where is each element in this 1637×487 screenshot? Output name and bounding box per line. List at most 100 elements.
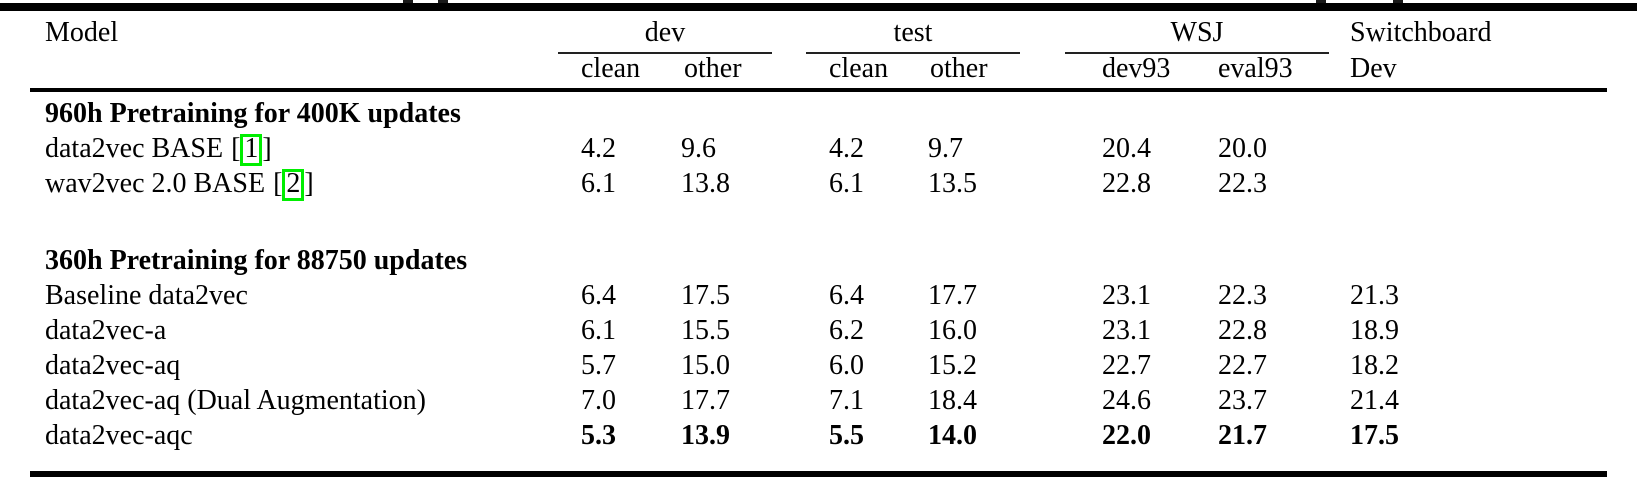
- metric-value-cell: 15.2: [928, 350, 977, 381]
- metric-value-cell: 6.4: [829, 280, 864, 311]
- section-title: 960h Pretraining for 400K updates: [45, 98, 461, 129]
- metric-value-cell: 6.1: [581, 315, 616, 346]
- cmidrule-test: [806, 52, 1020, 54]
- subheader-wsj-dev93: dev93: [1102, 53, 1171, 84]
- table-row: data2vec-a 6.1 15.5 6.2 16.0 23.1 22.8 1…: [45, 313, 1607, 348]
- metric-value-cell: 14.0: [928, 420, 977, 451]
- citation-link[interactable]: 1: [240, 134, 263, 166]
- clipped-caption-fragment: [438, 0, 448, 4]
- model-name-cell: wav2vec 2.0 BASE[2]: [45, 166, 581, 201]
- metric-value-cell: 16.0: [928, 315, 977, 346]
- clipped-caption-fragment: [403, 0, 413, 4]
- metric-value-cell: 18.9: [1350, 315, 1399, 346]
- table-header-rule: [30, 88, 1607, 92]
- table-bottom-rule: [30, 471, 1607, 477]
- table-row: Baseline data2vec 6.4 17.5 6.4 17.7 23.1…: [45, 278, 1607, 313]
- metric-value-cell: 5.7: [581, 350, 616, 381]
- metric-value-cell: 13.8: [681, 168, 730, 199]
- subheader-test-clean: clean: [829, 53, 889, 84]
- metric-value-cell: 20.0: [1218, 133, 1267, 164]
- metric-value-cell: 22.8: [1218, 315, 1267, 346]
- metric-value-cell: 22.0: [1102, 420, 1151, 451]
- metric-value-cell: 6.2: [829, 315, 864, 346]
- results-table: 960h Pretraining for 400K updates data2v…: [45, 96, 1607, 453]
- metric-value-cell: 15.5: [681, 315, 730, 346]
- subheader-dev-clean: clean: [581, 53, 641, 84]
- metric-value-cell: 21.7: [1218, 420, 1267, 451]
- metric-value-cell: [1350, 131, 1607, 166]
- clipped-caption-fragment: [1316, 0, 1326, 4]
- metric-value-cell: 18.4: [928, 385, 977, 416]
- subheader-wsj-eval93: eval93: [1218, 53, 1293, 84]
- metric-value-cell: 4.2: [581, 133, 616, 164]
- table-top-rule: [0, 3, 1637, 11]
- metric-value-cell: 6.1: [581, 168, 616, 199]
- model-name-cell: data2vec-a: [45, 315, 167, 346]
- column-header-model: Model: [45, 17, 119, 48]
- metric-value-cell: 18.2: [1350, 350, 1399, 381]
- metric-value-cell: 22.3: [1218, 168, 1267, 199]
- metric-value-cell: 15.0: [681, 350, 730, 381]
- metric-value-cell: 9.6: [681, 133, 716, 164]
- section-title: 360h Pretraining for 88750 updates: [45, 245, 468, 276]
- citation-bracket-open: [: [273, 168, 283, 199]
- column-group-dev: dev: [644, 17, 686, 48]
- model-name-cell: data2vec-aq (Dual Augmentation): [45, 385, 426, 416]
- metric-value-cell: 17.7: [681, 385, 730, 416]
- section-header-row: 360h Pretraining for 88750 updates: [45, 243, 1607, 278]
- metric-value-cell: 9.7: [928, 133, 963, 164]
- metric-value-cell: 7.0: [581, 385, 616, 416]
- metric-value-cell: 22.7: [1218, 350, 1267, 381]
- table-row: wav2vec 2.0 BASE[2] 6.1 13.8 6.1 13.5 22…: [45, 166, 1607, 201]
- citation-bracket-close: ]: [262, 133, 272, 164]
- model-name-cell: data2vec-aq: [45, 350, 181, 381]
- subheader-dev-other: other: [684, 53, 742, 84]
- metric-value-cell: 23.1: [1102, 280, 1151, 311]
- metric-value-cell: 5.3: [581, 420, 616, 451]
- metric-value-cell: 23.7: [1218, 385, 1267, 416]
- column-group-wsj: WSJ: [1170, 17, 1224, 48]
- metric-value-cell: [1350, 166, 1607, 201]
- metric-value-cell: 6.0: [829, 350, 864, 381]
- subheader-swb-dev: Dev: [1350, 53, 1397, 84]
- model-name-cell: Baseline data2vec: [45, 280, 248, 311]
- metric-value-cell: 13.9: [681, 420, 730, 451]
- metric-value-cell: 17.7: [928, 280, 977, 311]
- metric-value-cell: 21.4: [1350, 385, 1399, 416]
- metric-value-cell: 6.4: [581, 280, 616, 311]
- cmidrule-wsj: [1065, 52, 1329, 54]
- metric-value-cell: 5.5: [829, 420, 864, 451]
- model-name: data2vec BASE: [45, 133, 224, 164]
- metric-value-cell: 21.3: [1350, 280, 1399, 311]
- model-name-cell: data2vec BASE[1]: [45, 131, 581, 166]
- clipped-caption-fragment: [1393, 0, 1403, 4]
- metric-value-cell: 22.7: [1102, 350, 1151, 381]
- subheader-test-other: other: [930, 53, 988, 84]
- citation-bracket-close: ]: [304, 168, 314, 199]
- citation-bracket-open: [: [231, 133, 241, 164]
- metric-value-cell: 24.6: [1102, 385, 1151, 416]
- metric-value-cell: 4.2: [829, 133, 864, 164]
- metric-value-cell: 17.5: [681, 280, 730, 311]
- metric-value-cell: 23.1: [1102, 315, 1151, 346]
- column-group-switchboard: Switchboard: [1350, 17, 1492, 48]
- column-group-test: test: [893, 17, 933, 48]
- model-name-cell: data2vec-aqc: [45, 420, 193, 451]
- metric-value-cell: 13.5: [928, 168, 977, 199]
- metric-value-cell: 20.4: [1102, 133, 1151, 164]
- section-spacer-row: [45, 201, 1607, 243]
- table-row: data2vec-aqc 5.3 13.9 5.5 14.0 22.0 21.7…: [45, 418, 1607, 453]
- table-row: data2vec BASE[1] 4.2 9.6 4.2 9.7 20.4 20…: [45, 131, 1607, 166]
- metric-value-cell: 6.1: [829, 168, 864, 199]
- citation-link[interactable]: 2: [282, 169, 305, 201]
- table-row: data2vec-aq 5.7 15.0 6.0 15.2 22.7 22.7 …: [45, 348, 1607, 383]
- table-row: data2vec-aq (Dual Augmentation) 7.0 17.7…: [45, 383, 1607, 418]
- metric-value-cell: 7.1: [829, 385, 864, 416]
- metric-value-cell: 17.5: [1350, 420, 1399, 451]
- model-name: wav2vec 2.0 BASE: [45, 168, 266, 199]
- metric-value-cell: 22.3: [1218, 280, 1267, 311]
- cmidrule-dev: [558, 52, 772, 54]
- metric-value-cell: 22.8: [1102, 168, 1151, 199]
- section-header-row: 960h Pretraining for 400K updates: [45, 96, 1607, 131]
